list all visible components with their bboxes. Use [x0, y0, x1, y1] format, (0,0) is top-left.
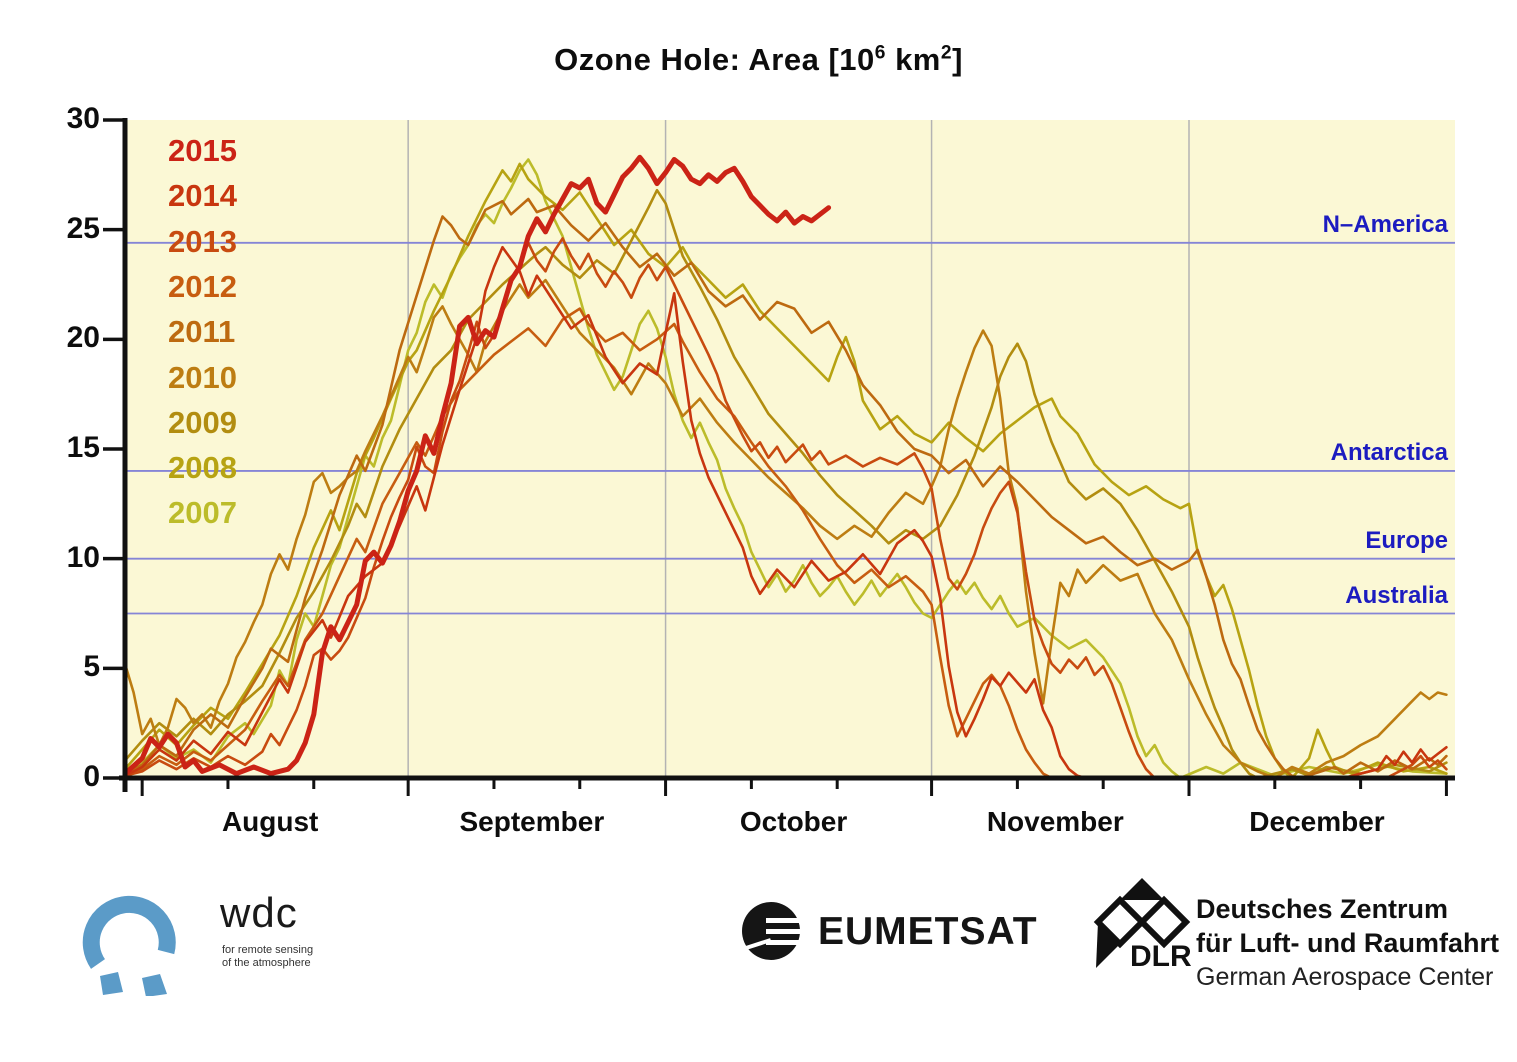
- wdc-caption-line2: of the atmosphere: [222, 957, 311, 969]
- chart-title-exponent: 6: [874, 42, 886, 64]
- wdc-logo-text: wdc: [220, 889, 298, 936]
- wdc-logo-icon: [82, 895, 176, 997]
- chart-title-prefix: Ozone Hole: Area [10: [554, 42, 875, 77]
- eumetsat-logo-block: EUMETSAT: [740, 900, 1037, 970]
- dlr-line3: German Aerospace Center: [1196, 963, 1494, 991]
- chart-title-unit-exponent: 2: [940, 42, 953, 64]
- wdc-logo-caption: for remote sensing of the atmosphere: [222, 944, 313, 970]
- dlr-line2: für Luft- und Raumfahrt: [1196, 928, 1499, 958]
- chart-title-suffix: ]: [952, 42, 963, 77]
- series-line-2015: [122, 154, 832, 777]
- wdc-logo-block: wdc for remote sensing of the atmosphere: [70, 886, 330, 997]
- dlr-line1: Deutsches Zentrum: [1196, 894, 1449, 924]
- series-line-2009: [123, 188, 1448, 780]
- series-line-2008: [123, 162, 1448, 780]
- series-line-2010: [123, 278, 1448, 780]
- dlr-logo-text: DLR: [1130, 940, 1192, 973]
- series-line-2013: [123, 237, 1448, 780]
- series-line-2011: [123, 197, 1448, 780]
- wdc-caption-line1: for remote sensing: [222, 944, 314, 956]
- chart-title-unit: km: [885, 42, 941, 77]
- dlr-logo-block: DLR Deutsches Zentrum für Luft- und Raum…: [1080, 878, 1499, 991]
- series-line-2014: [123, 245, 1448, 780]
- dlr-logo-icon: [1093, 878, 1191, 968]
- dlr-text-block: Deutsches Zentrum für Luft- und Raumfahr…: [1196, 892, 1517, 994]
- chart-title: Ozone Hole: Area [106 km2]: [0, 42, 1517, 78]
- eumetsat-logo-icon: [742, 902, 806, 960]
- footer-logos: wdc for remote sensing of the atmosphere…: [0, 878, 1517, 1028]
- eumetsat-logo-text: EUMETSAT: [818, 910, 1038, 953]
